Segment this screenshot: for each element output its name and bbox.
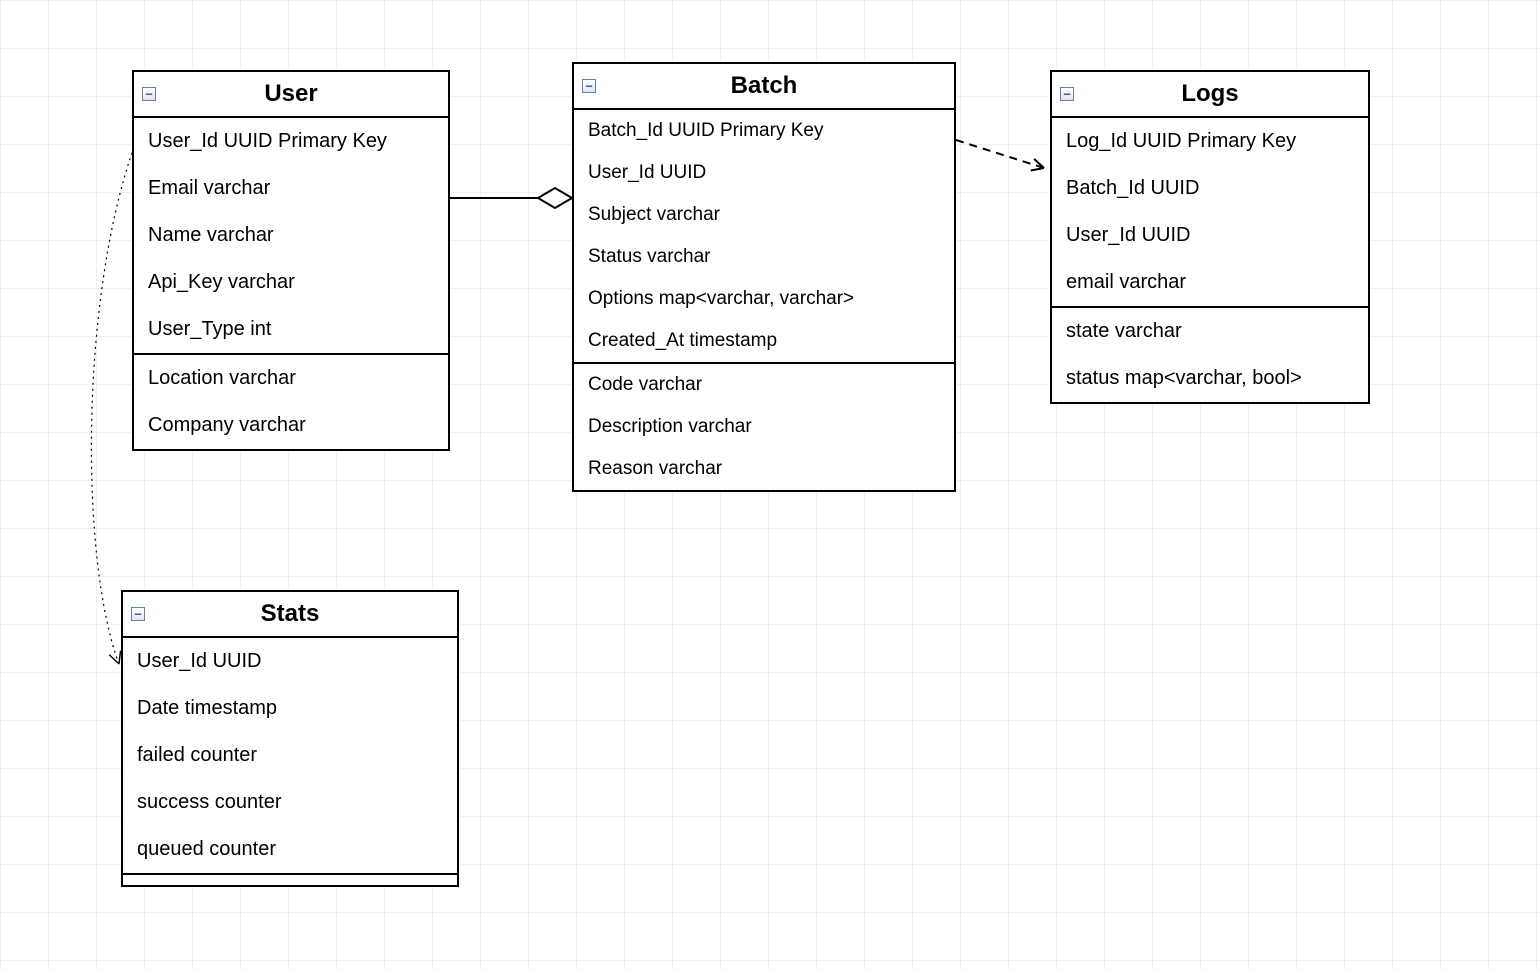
- field: Subject varchar: [574, 194, 954, 236]
- entity-stats-header[interactable]: − Stats: [123, 592, 457, 638]
- field: queued counter: [123, 826, 457, 873]
- entity-logs-section-0: Log_Id UUID Primary Key Batch_Id UUID Us…: [1052, 118, 1368, 308]
- entity-user-section-0: User_Id UUID Primary Key Email varchar N…: [134, 118, 448, 355]
- entity-stats[interactable]: − Stats User_Id UUID Date timestamp fail…: [121, 590, 459, 887]
- field: email varchar: [1052, 259, 1368, 306]
- field: state varchar: [1052, 308, 1368, 355]
- entity-user-header[interactable]: − User: [134, 72, 448, 118]
- field: Company varchar: [134, 402, 448, 449]
- field: Options map<varchar, varchar>: [574, 278, 954, 320]
- entity-user-section-1: Location varchar Company varchar: [134, 355, 448, 449]
- field: Code varchar: [574, 364, 954, 406]
- collapse-icon[interactable]: −: [1060, 87, 1074, 101]
- field: Log_Id UUID Primary Key: [1052, 118, 1368, 165]
- field: Date timestamp: [123, 685, 457, 732]
- entity-batch-section-1: Code varchar Description varchar Reason …: [574, 364, 954, 490]
- entity-user[interactable]: − User User_Id UUID Primary Key Email va…: [132, 70, 450, 451]
- field: success counter: [123, 779, 457, 826]
- field: Batch_Id UUID: [1052, 165, 1368, 212]
- collapse-icon[interactable]: −: [582, 79, 596, 93]
- field: User_Id UUID Primary Key: [134, 118, 448, 165]
- field: Location varchar: [134, 355, 448, 402]
- entity-title: Stats: [261, 600, 320, 627]
- entity-title: User: [264, 80, 317, 107]
- connector-batch-logs: [956, 140, 1046, 174]
- connector-user-batch: [450, 188, 572, 208]
- entity-batch[interactable]: − Batch Batch_Id UUID Primary Key User_I…: [572, 62, 956, 492]
- diagram-canvas: − User User_Id UUID Primary Key Email va…: [0, 0, 1540, 970]
- field: User_Id UUID: [1052, 212, 1368, 259]
- field: Reason varchar: [574, 448, 954, 490]
- field: Description varchar: [574, 406, 954, 448]
- field: Created_At timestamp: [574, 320, 954, 362]
- entity-logs-header[interactable]: − Logs: [1052, 72, 1368, 118]
- entity-logs[interactable]: − Logs Log_Id UUID Primary Key Batch_Id …: [1050, 70, 1370, 404]
- entity-stats-section-0: User_Id UUID Date timestamp failed count…: [123, 638, 457, 875]
- field: Api_Key varchar: [134, 259, 448, 306]
- field: Email varchar: [134, 165, 448, 212]
- entity-batch-section-0: Batch_Id UUID Primary Key User_Id UUID S…: [574, 110, 954, 364]
- entity-title: Logs: [1181, 80, 1238, 107]
- collapse-icon[interactable]: −: [131, 607, 145, 621]
- field: User_Id UUID: [574, 152, 954, 194]
- entity-batch-header[interactable]: − Batch: [574, 64, 954, 110]
- field: failed counter: [123, 732, 457, 779]
- collapse-icon[interactable]: −: [142, 87, 156, 101]
- entity-title: Batch: [731, 72, 798, 99]
- field: Status varchar: [574, 236, 954, 278]
- field: User_Id UUID: [123, 638, 457, 685]
- field: status map<varchar, bool>: [1052, 355, 1368, 402]
- field: Name varchar: [134, 212, 448, 259]
- field: User_Type int: [134, 306, 448, 353]
- connector-user-stats: [91, 147, 134, 666]
- field: Batch_Id UUID Primary Key: [574, 110, 954, 152]
- entity-logs-section-1: state varchar status map<varchar, bool>: [1052, 308, 1368, 402]
- entity-stats-trailer: [123, 875, 457, 885]
